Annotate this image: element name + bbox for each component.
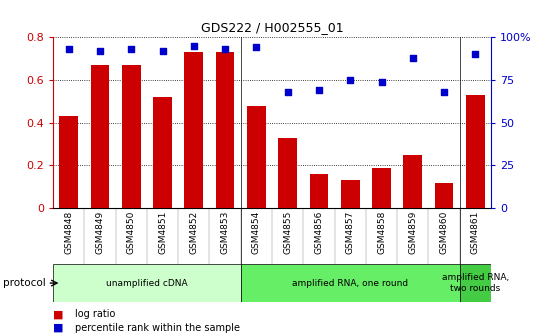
Point: [283, 89, 292, 94]
Point: [440, 89, 449, 94]
Text: GSM4858: GSM4858: [377, 211, 386, 254]
Bar: [466, 95, 485, 208]
Text: GSM4857: GSM4857: [346, 211, 355, 254]
Text: amplified RNA,
two rounds: amplified RNA, two rounds: [442, 274, 509, 293]
Text: GSM4851: GSM4851: [158, 211, 167, 254]
Bar: [153, 97, 172, 208]
Bar: [240, 264, 460, 302]
Text: GSM4850: GSM4850: [127, 211, 136, 254]
Text: log ratio: log ratio: [75, 309, 116, 319]
Bar: [403, 155, 422, 208]
Point: [127, 46, 136, 52]
Text: GSM4855: GSM4855: [283, 211, 292, 254]
Text: GSM4861: GSM4861: [471, 211, 480, 254]
Text: GSM4853: GSM4853: [220, 211, 229, 254]
Bar: [184, 52, 203, 208]
Bar: [372, 168, 391, 208]
Point: [252, 45, 261, 50]
Text: GSM4854: GSM4854: [252, 211, 261, 254]
Bar: [122, 65, 141, 208]
Text: amplified RNA, one round: amplified RNA, one round: [292, 279, 408, 288]
Text: GSM4848: GSM4848: [64, 211, 73, 254]
Point: [377, 79, 386, 84]
Bar: [247, 106, 266, 208]
Point: [408, 55, 417, 60]
Text: unamplified cDNA: unamplified cDNA: [106, 279, 187, 288]
Bar: [435, 183, 454, 208]
Text: ■: ■: [53, 309, 64, 319]
Text: GSM4860: GSM4860: [440, 211, 449, 254]
Bar: [216, 52, 234, 208]
Text: GSM4859: GSM4859: [408, 211, 417, 254]
Point: [471, 51, 480, 57]
Point: [220, 46, 229, 52]
Text: GSM4856: GSM4856: [315, 211, 324, 254]
Bar: [53, 264, 240, 302]
Text: GSM4852: GSM4852: [189, 211, 198, 254]
Point: [64, 46, 73, 52]
Point: [95, 48, 104, 53]
Bar: [310, 174, 328, 208]
Text: percentile rank within the sample: percentile rank within the sample: [75, 323, 240, 333]
Bar: [460, 264, 491, 302]
Title: GDS222 / H002555_01: GDS222 / H002555_01: [201, 22, 343, 34]
Bar: [90, 65, 109, 208]
Text: ■: ■: [53, 323, 64, 333]
Point: [189, 43, 198, 48]
Bar: [341, 180, 359, 208]
Point: [346, 77, 355, 82]
Point: [315, 87, 324, 93]
Text: protocol: protocol: [3, 278, 46, 288]
Point: [158, 48, 167, 53]
Bar: [278, 138, 297, 208]
Text: GSM4849: GSM4849: [95, 211, 104, 254]
Bar: [59, 116, 78, 208]
